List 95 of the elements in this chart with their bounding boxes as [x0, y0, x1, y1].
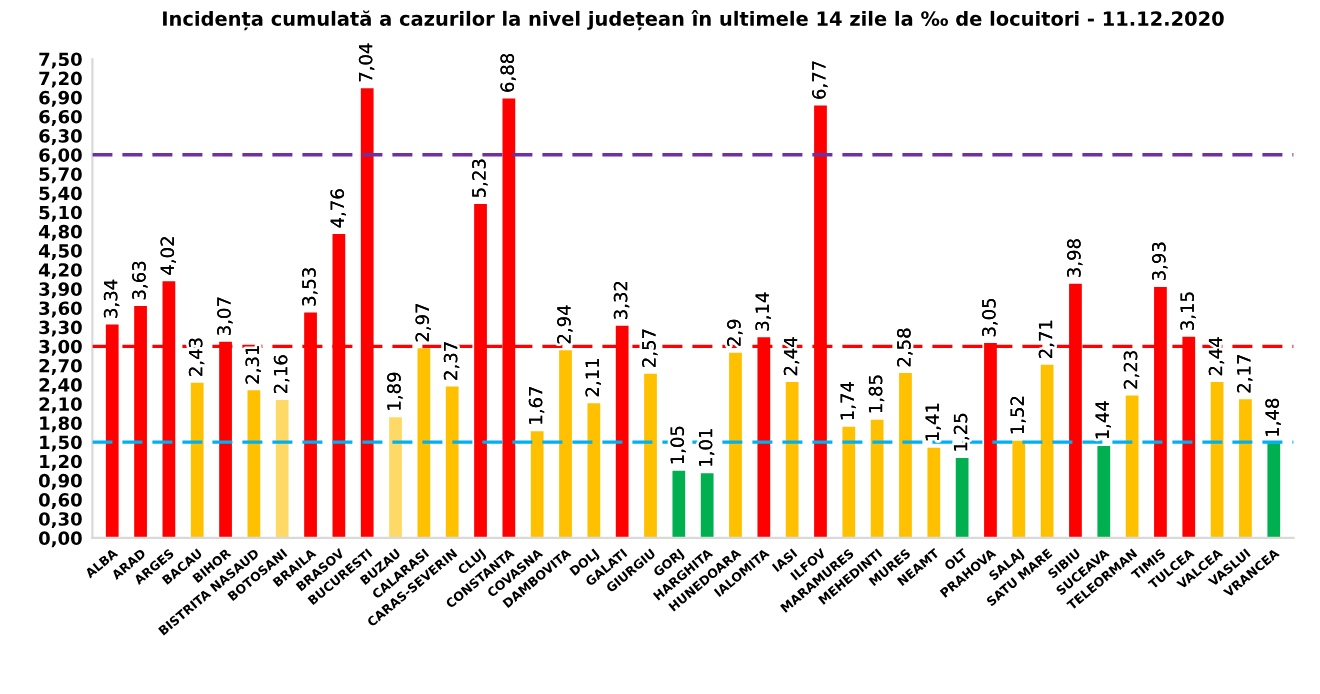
y-tick-label: 7,20 [39, 71, 82, 88]
data-label: 7,04 [358, 43, 375, 82]
bar [417, 348, 431, 538]
data-label: 1,52 [1010, 396, 1026, 434]
y-tick-label: 6,30 [39, 129, 82, 146]
bar [899, 373, 912, 538]
y-tick-label: 2,10 [39, 397, 82, 414]
y-tick-label: 4,80 [38, 224, 82, 241]
data-label: 2,71 [1038, 320, 1055, 358]
data-label: 3,05 [982, 298, 998, 337]
y-tick-label: 2,40 [39, 378, 82, 395]
data-label: 1,74 [840, 382, 856, 420]
bar [672, 470, 686, 538]
data-label: 6,88 [500, 54, 516, 92]
data-label: 2,58 [897, 328, 913, 367]
bar [587, 403, 601, 538]
y-tick-label: 1,20 [40, 454, 82, 471]
bar [644, 373, 657, 538]
data-label: 2,17 [1237, 355, 1253, 393]
data-label: 1,67 [528, 387, 545, 424]
y-tick-label: 6,90 [39, 90, 82, 107]
data-label: 2,31 [245, 346, 261, 384]
data-label: 2,11 [585, 359, 601, 397]
chart-title: Incidența cumulată a cazurilor la nivel județean în ultimele 14 zile la ‰ de locuitori - 11.12.2020 [163, 10, 1224, 31]
data-label: 2,44 [1208, 337, 1225, 376]
y-tick-label: 4,50 [38, 243, 82, 260]
data-label: 3,32 [613, 281, 630, 319]
data-label: 1,01 [698, 429, 715, 466]
data-label: 3,07 [217, 297, 233, 335]
data-label: 2,37 [443, 342, 460, 380]
data-label: 2,9 [727, 319, 743, 346]
data-label: 3,63 [132, 261, 148, 300]
bar [729, 352, 742, 538]
data-label: 5,23 [472, 159, 488, 197]
data-label: 3,98 [1067, 239, 1083, 277]
y-tick-label: 1,50 [40, 435, 82, 452]
bar [389, 417, 402, 538]
data-label: 1,44 [1095, 401, 1111, 439]
data-label: 3,93 [1152, 242, 1168, 280]
bar [275, 399, 289, 538]
y-tick-label: 7,50 [39, 52, 82, 69]
bar [559, 350, 572, 538]
data-label: 1,41 [925, 403, 941, 441]
y-tick-label: 0,30 [38, 512, 82, 529]
data-label: 4,02 [160, 237, 176, 275]
bar [1012, 440, 1026, 538]
data-label: 3,14 [755, 292, 771, 331]
data-label: 2,44 [783, 337, 800, 376]
bar [190, 382, 204, 538]
bar [530, 431, 544, 538]
bar [700, 473, 714, 538]
y-tick-label: 1,80 [40, 416, 82, 433]
bar [927, 447, 941, 538]
data-label: 1,89 [387, 372, 403, 410]
y-tick-label: 2,70 [39, 358, 82, 375]
bar [1210, 382, 1224, 538]
y-tick-label: 0,60 [38, 493, 82, 509]
data-label: 6,77 [812, 61, 828, 99]
y-tick-label: 4,20 [38, 263, 82, 280]
data-label: 2,43 [188, 338, 205, 376]
y-tick-label: 5,40 [39, 186, 82, 203]
y-tick-label: 5,10 [39, 205, 82, 222]
bar [1040, 364, 1054, 538]
y-tick-label: 6,60 [39, 109, 82, 126]
data-label: 1,05 [670, 426, 686, 464]
bar [870, 419, 884, 538]
data-label: 3,34 [103, 279, 120, 318]
data-label: 1,48 [1265, 398, 1281, 436]
bar [1125, 395, 1139, 538]
y-tick-label: 3,00 [39, 339, 82, 356]
bar [1267, 443, 1281, 538]
y-tick-label: 0,90 [38, 473, 82, 490]
data-label: 3,53 [302, 268, 318, 306]
data-label: 1,25 [953, 413, 970, 451]
bar [955, 458, 969, 538]
y-tick-label: 6,00 [39, 148, 82, 165]
y-tick-label: 0,00 [38, 531, 82, 548]
bar [1097, 445, 1111, 538]
y-tick-label: 3,90 [39, 282, 82, 299]
y-tick-label: 3,60 [39, 301, 82, 318]
data-label: 1,85 [868, 375, 885, 413]
y-tick-label: 3,30 [39, 320, 82, 337]
data-label: 2,16 [273, 355, 290, 394]
data-label: 4,76 [330, 189, 346, 228]
data-label: 2,94 [557, 305, 573, 344]
bar [785, 382, 799, 538]
bar [842, 426, 856, 538]
data-label: 3,15 [1180, 292, 1196, 330]
bar [1239, 399, 1252, 538]
bar [247, 390, 261, 538]
y-tick-label: 5,70 [39, 167, 82, 184]
data-label: 2,97 [415, 304, 431, 342]
data-label: 2,23 [1123, 351, 1140, 389]
bar [445, 386, 459, 538]
data-label: 2,57 [642, 329, 658, 367]
